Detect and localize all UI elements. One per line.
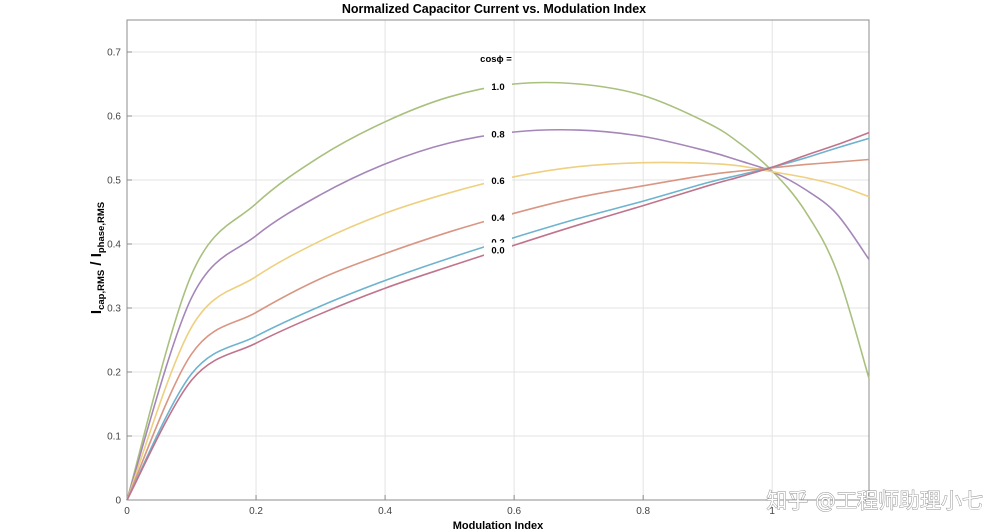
series-label-gap — [484, 126, 512, 141]
series-label-gap — [484, 172, 512, 187]
x-tick-label: 1 — [769, 506, 775, 517]
x-tick-label: 0.8 — [636, 506, 650, 517]
plot-frame — [126, 19, 870, 501]
x-axis-label: Modulation Index — [453, 520, 544, 532]
x-tick-label: 0 — [124, 506, 130, 517]
y-tick-label: 0 — [115, 496, 121, 507]
annotation-header: cosϕ = — [480, 54, 512, 65]
series-label: 1.0 — [491, 82, 504, 93]
y-tick-label: 0.6 — [107, 112, 121, 123]
series-label: 0.6 — [491, 176, 504, 187]
series-lines — [126, 81, 870, 501]
x-tick-label: 0.6 — [507, 506, 521, 517]
y-tick-label: 0.7 — [107, 48, 121, 59]
series-line-cosphi-0-2 — [126, 137, 870, 501]
series-annotations: 1.00.80.60.40.20.0 — [484, 79, 512, 257]
series-line-cosphi-0-6 — [126, 161, 870, 501]
y-axis-ticks: 0 0.1 0.2 0.3 0.4 0.5 0.6 0.7 — [107, 48, 132, 507]
x-tick-label: 0.4 — [378, 506, 392, 517]
y-tick-label: 0.2 — [107, 368, 121, 379]
chart-title: Normalized Capacitor Current vs. Modulat… — [342, 2, 646, 16]
series-line-cosphi-0-8 — [126, 128, 870, 501]
series-line-cosphi-0-0 — [126, 131, 870, 501]
y-tick-label: 0.5 — [107, 176, 121, 187]
y-tick-label: 0.3 — [107, 304, 121, 315]
y-axis-label: Icap,RMS / Iphase,RMS — [88, 202, 107, 314]
series-line-cosphi-1-0 — [126, 81, 870, 501]
series-label: 0.0 — [491, 246, 504, 257]
series-label-gap — [484, 209, 512, 224]
y-tick-label: 0.1 — [107, 432, 121, 443]
watermark-text: 知乎 @工程师助理小七 — [766, 489, 983, 513]
x-tick-label: 0.2 — [249, 506, 263, 517]
series-label: 0.8 — [491, 130, 504, 141]
series-label-gap — [484, 242, 512, 257]
series-label: 0.4 — [491, 213, 505, 224]
series-line-cosphi-0-4 — [126, 158, 870, 501]
x-axis-ticks: 0 0.2 0.4 0.6 0.8 1 — [124, 495, 775, 517]
series-label-gap — [484, 79, 512, 94]
y-tick-label: 0.4 — [107, 240, 121, 251]
